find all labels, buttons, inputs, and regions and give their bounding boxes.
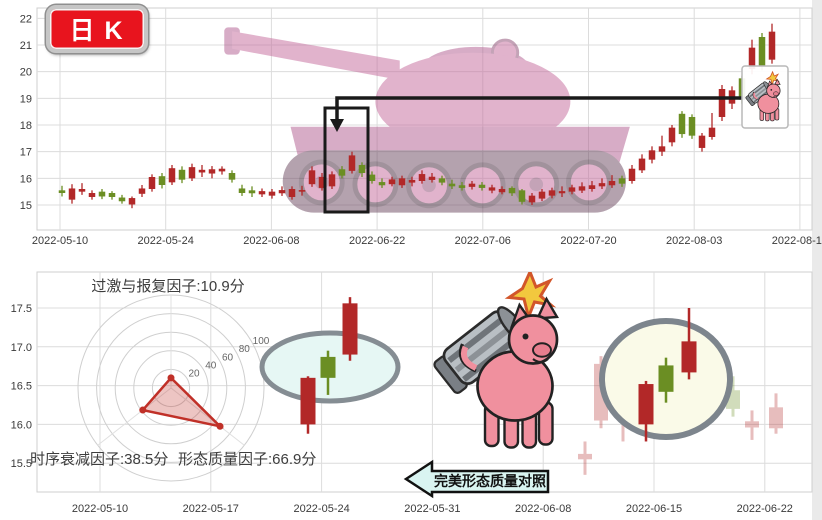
figure-right-margin (812, 0, 822, 520)
radar-factor-left-label: 时序衰减因子:38.5分 (30, 451, 168, 468)
x-tick-label: 2022-07-06 (455, 235, 511, 247)
radar-vertex-dot (168, 374, 175, 381)
y-tick-label: 15 (20, 200, 32, 212)
x-tick-label: 2022-06-08 (243, 235, 299, 247)
y-tick-label: 21 (20, 40, 32, 52)
x-tick-label: 2022-06-22 (349, 235, 405, 247)
x-tick-label: 2022-05-24 (293, 503, 349, 515)
y-tick-label: 17.5 (11, 303, 32, 315)
x-tick-label: 2022-06-08 (515, 503, 571, 515)
x-tick-label: 2022-05-10 (72, 503, 128, 515)
candle (689, 114, 696, 139)
y-tick-label: 17 (20, 147, 32, 159)
y-tick-label: 20 (20, 67, 32, 79)
y-tick-label: 22 (20, 13, 32, 25)
radar-vertex-dot (217, 423, 224, 430)
radar-ring-label: 20 (188, 369, 200, 380)
daily-k-badge: 日K (46, 5, 148, 53)
radar-ring-label: 100 (253, 336, 270, 347)
y-tick-label: 15.5 (11, 458, 32, 470)
radar-factor-right-label: 形态质量因子:66.9分 (178, 451, 316, 468)
x-tick-label: 2022-05-10 (32, 235, 88, 247)
radar-ring-label: 80 (239, 344, 251, 355)
radar-vertex-dot (139, 407, 146, 414)
x-tick-label: 2022-08-03 (666, 235, 722, 247)
x-tick-label: 2022-07-20 (560, 235, 616, 247)
y-tick-label: 19 (20, 93, 32, 105)
radar-ring-label: 60 (222, 352, 234, 363)
y-tick-label: 18 (20, 120, 32, 132)
x-tick-label: 2022-06-22 (737, 503, 793, 515)
x-tick-label: 2022-05-24 (138, 235, 194, 247)
x-tick-label: 2022-06-15 (626, 503, 682, 515)
y-tick-label: 16.5 (11, 381, 32, 393)
candle (679, 111, 686, 138)
meme-stock-chart-page: 15 16 17 18 19 20 21 22 2022-05-10 2022-05-24 2022… (0, 0, 822, 520)
candle (719, 85, 726, 121)
candle (759, 33, 766, 70)
chart-canvas: 15 16 17 18 19 20 21 22 2022-05-10 2022-05-24 2022… (0, 0, 822, 520)
radar-ring-label: 40 (205, 361, 217, 372)
y-tick-label: 17.0 (11, 342, 32, 354)
callout-label: 完美形态质量对照 (434, 473, 546, 489)
y-tick-label: 16.0 (11, 419, 32, 431)
pig-marker-box (742, 66, 788, 128)
candle (343, 297, 358, 361)
x-tick-label: 2022-08-12 (772, 235, 822, 247)
x-tick-label: 2022-05-17 (183, 503, 239, 515)
y-tick-label: 16 (20, 173, 32, 185)
x-tick-label: 2022-05-31 (404, 503, 460, 515)
radar-factor-top-label: 过激与报复因子:10.9分 (91, 277, 244, 295)
